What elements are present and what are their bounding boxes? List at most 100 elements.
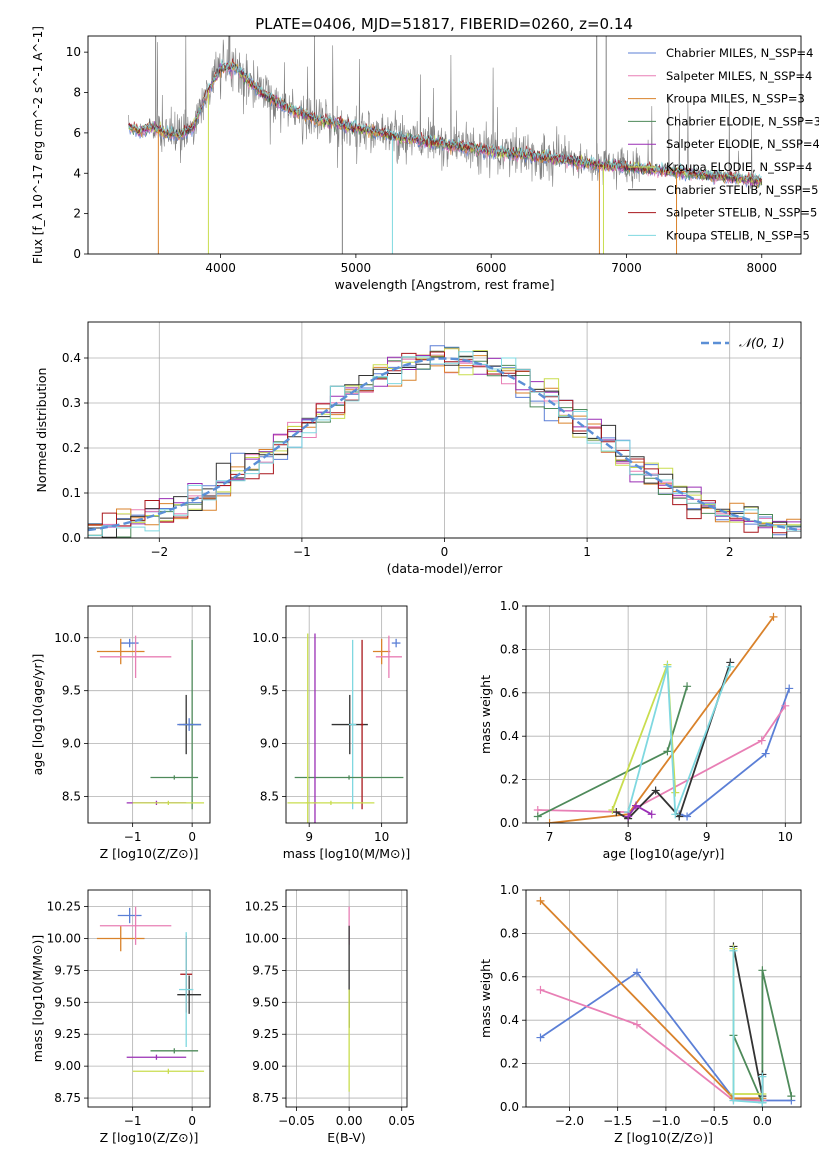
data-point (683, 812, 692, 821)
mass-weight-series (678, 688, 791, 818)
data-point (632, 968, 641, 977)
y-tick-label: 0.4 (500, 729, 519, 743)
x-axis-label: wavelength [Angstrom, rest frame] (334, 277, 554, 292)
y-tick-label: 0.1 (62, 486, 81, 500)
x-tick-label: 0 (441, 545, 449, 559)
x-tick-label: −2.0 (555, 1114, 584, 1128)
data-point (647, 810, 656, 819)
data-point (545, 819, 554, 823)
mass-weight-series (732, 970, 793, 1104)
legend-label: Salpeter STELIB, N_SSP=5 (666, 206, 817, 220)
y-tick-label: 0.0 (500, 816, 519, 830)
y-tick-label: 9.00 (54, 1059, 81, 1073)
x-tick-label: 9 (703, 830, 711, 844)
y-tick-label: 10.25 (47, 900, 81, 914)
plot-area (128, 36, 763, 254)
x-tick-label: −0.05 (278, 1114, 315, 1128)
data-point (683, 682, 692, 691)
plot-area (533, 612, 794, 823)
x-tick-label: 5000 (341, 261, 372, 275)
x-tick-label: 9 (305, 830, 313, 844)
y-tick-label: 1.0 (500, 883, 519, 897)
x-tick-label: −1.5 (603, 1114, 632, 1128)
legend-label: Salpeter MILES, N_SSP=4 (666, 69, 812, 83)
y-axis-label: mass weight (478, 959, 493, 1038)
legend-label: 𝒩(0, 1) (739, 335, 785, 350)
y-axis-label: age [log10(age/yr)] (30, 654, 45, 776)
mass-weight-series (611, 664, 677, 811)
x-tick-label: 0 (188, 830, 196, 844)
x-tick-label: 6000 (476, 261, 507, 275)
y-tick-label: 10.0 (54, 631, 81, 645)
mass-weight-series (537, 705, 787, 814)
x-tick-label: 0.0 (753, 1114, 772, 1128)
x-tick-label: 0.00 (336, 1114, 363, 1128)
data-point (608, 805, 617, 814)
y-tick-label: 9.25 (54, 1027, 81, 1041)
y-axis-label: Flux [f_λ 10^-17 erg cm^-2 s^-1 A^-1] (31, 26, 45, 264)
plot-area (536, 896, 796, 1107)
chart-mass-vs-EBV: −0.05 0.00 0.05 8.75 9.00 9.25 9.50 9.75 10.00 10… (245, 889, 415, 1145)
data-point (632, 801, 640, 810)
mass-weight-series (627, 666, 732, 815)
x-tick-label: −0.5 (700, 1114, 729, 1128)
chart-age-vs-Z: −1 0 8.5 9.0 9.5 10.0 Z [log10(Z/Z⊙)] age [log1… (30, 605, 211, 861)
x-tick-label: 4000 (205, 261, 236, 275)
y-tick-label: 10 (66, 45, 81, 59)
data-point (536, 1033, 545, 1042)
data-point (787, 1092, 796, 1101)
y-tick-label: 0.8 (500, 926, 519, 940)
legend-label: Chabrier STELIB, N_SSP=5 (666, 183, 818, 197)
chart-age-vs-mass: 9 10 8.5 9.0 9.5 10.0 mass [log10(M/M⊙)] (252, 605, 410, 861)
axes-frame (285, 605, 408, 824)
chart-mass-weight-vs-Z: −2.0 −1.5 −1.0 −0.5 0.0 0.0 0.2 0.4 0.6 0.8 1.0 Z [… (478, 883, 802, 1145)
y-tick-label: 10.0 (252, 631, 279, 645)
axes-frame (87, 35, 802, 255)
y-tick-label: 9.0 (62, 737, 81, 751)
y-axis-label: mass [log10(M/M⊙)] (30, 935, 45, 1063)
data-point (536, 985, 545, 994)
y-tick-label: 0.3 (62, 396, 81, 410)
normal-curve (88, 357, 799, 532)
data-point (671, 810, 680, 819)
y-tick-label: 10.25 (245, 900, 279, 914)
x-tick-label: −1 (124, 830, 142, 844)
y-tick-label: 8 (73, 86, 81, 100)
data-point (769, 612, 778, 621)
data-point (624, 812, 633, 821)
y-tick-label: 9.25 (252, 1027, 279, 1041)
data-point (726, 662, 735, 671)
legend-label: Kroupa MILES, N_SSP=3 (666, 92, 805, 106)
y-tick-label: 0 (73, 247, 81, 261)
axes-frame (87, 605, 211, 824)
x-tick-label: 0.05 (388, 1114, 415, 1128)
data-point (671, 788, 680, 797)
y-tick-label: 0.0 (62, 531, 81, 545)
y-tick-label: 8.75 (54, 1091, 81, 1105)
y-tick-label: 0.2 (500, 1057, 519, 1071)
mass-weight-series (732, 946, 764, 1097)
y-tick-label: 0.6 (500, 970, 519, 984)
y-tick-label: 4 (73, 166, 81, 180)
mass-weight-series (732, 950, 764, 1104)
x-axis-label: Z [log10(Z/Z⊙)] (614, 1130, 713, 1145)
y-tick-label: 8.5 (260, 790, 279, 804)
model-spectrum (128, 59, 763, 182)
axes-frame (525, 889, 802, 1108)
y-tick-label: 9.00 (252, 1059, 279, 1073)
x-axis-label: Z [log10(Z/Z⊙)] (100, 846, 199, 861)
legend-label: Chabrier ELODIE, N_SSP=3 (666, 114, 819, 128)
data-point (651, 786, 660, 795)
legend-label: Kroupa STELIB, N_SSP=5 (666, 228, 810, 242)
data-point (663, 662, 672, 671)
x-tick-label: 2 (726, 545, 734, 559)
data-point (663, 747, 672, 756)
axes-frame (285, 889, 408, 1108)
x-axis-label: (data-model)/error (387, 561, 504, 576)
x-tick-label: 8 (624, 830, 632, 844)
y-tick-label: 8.5 (62, 790, 81, 804)
y-tick-label: 9.5 (62, 684, 81, 698)
x-axis-label: Z [log10(Z/Z⊙)] (100, 1130, 199, 1145)
plot-area (88, 345, 801, 538)
